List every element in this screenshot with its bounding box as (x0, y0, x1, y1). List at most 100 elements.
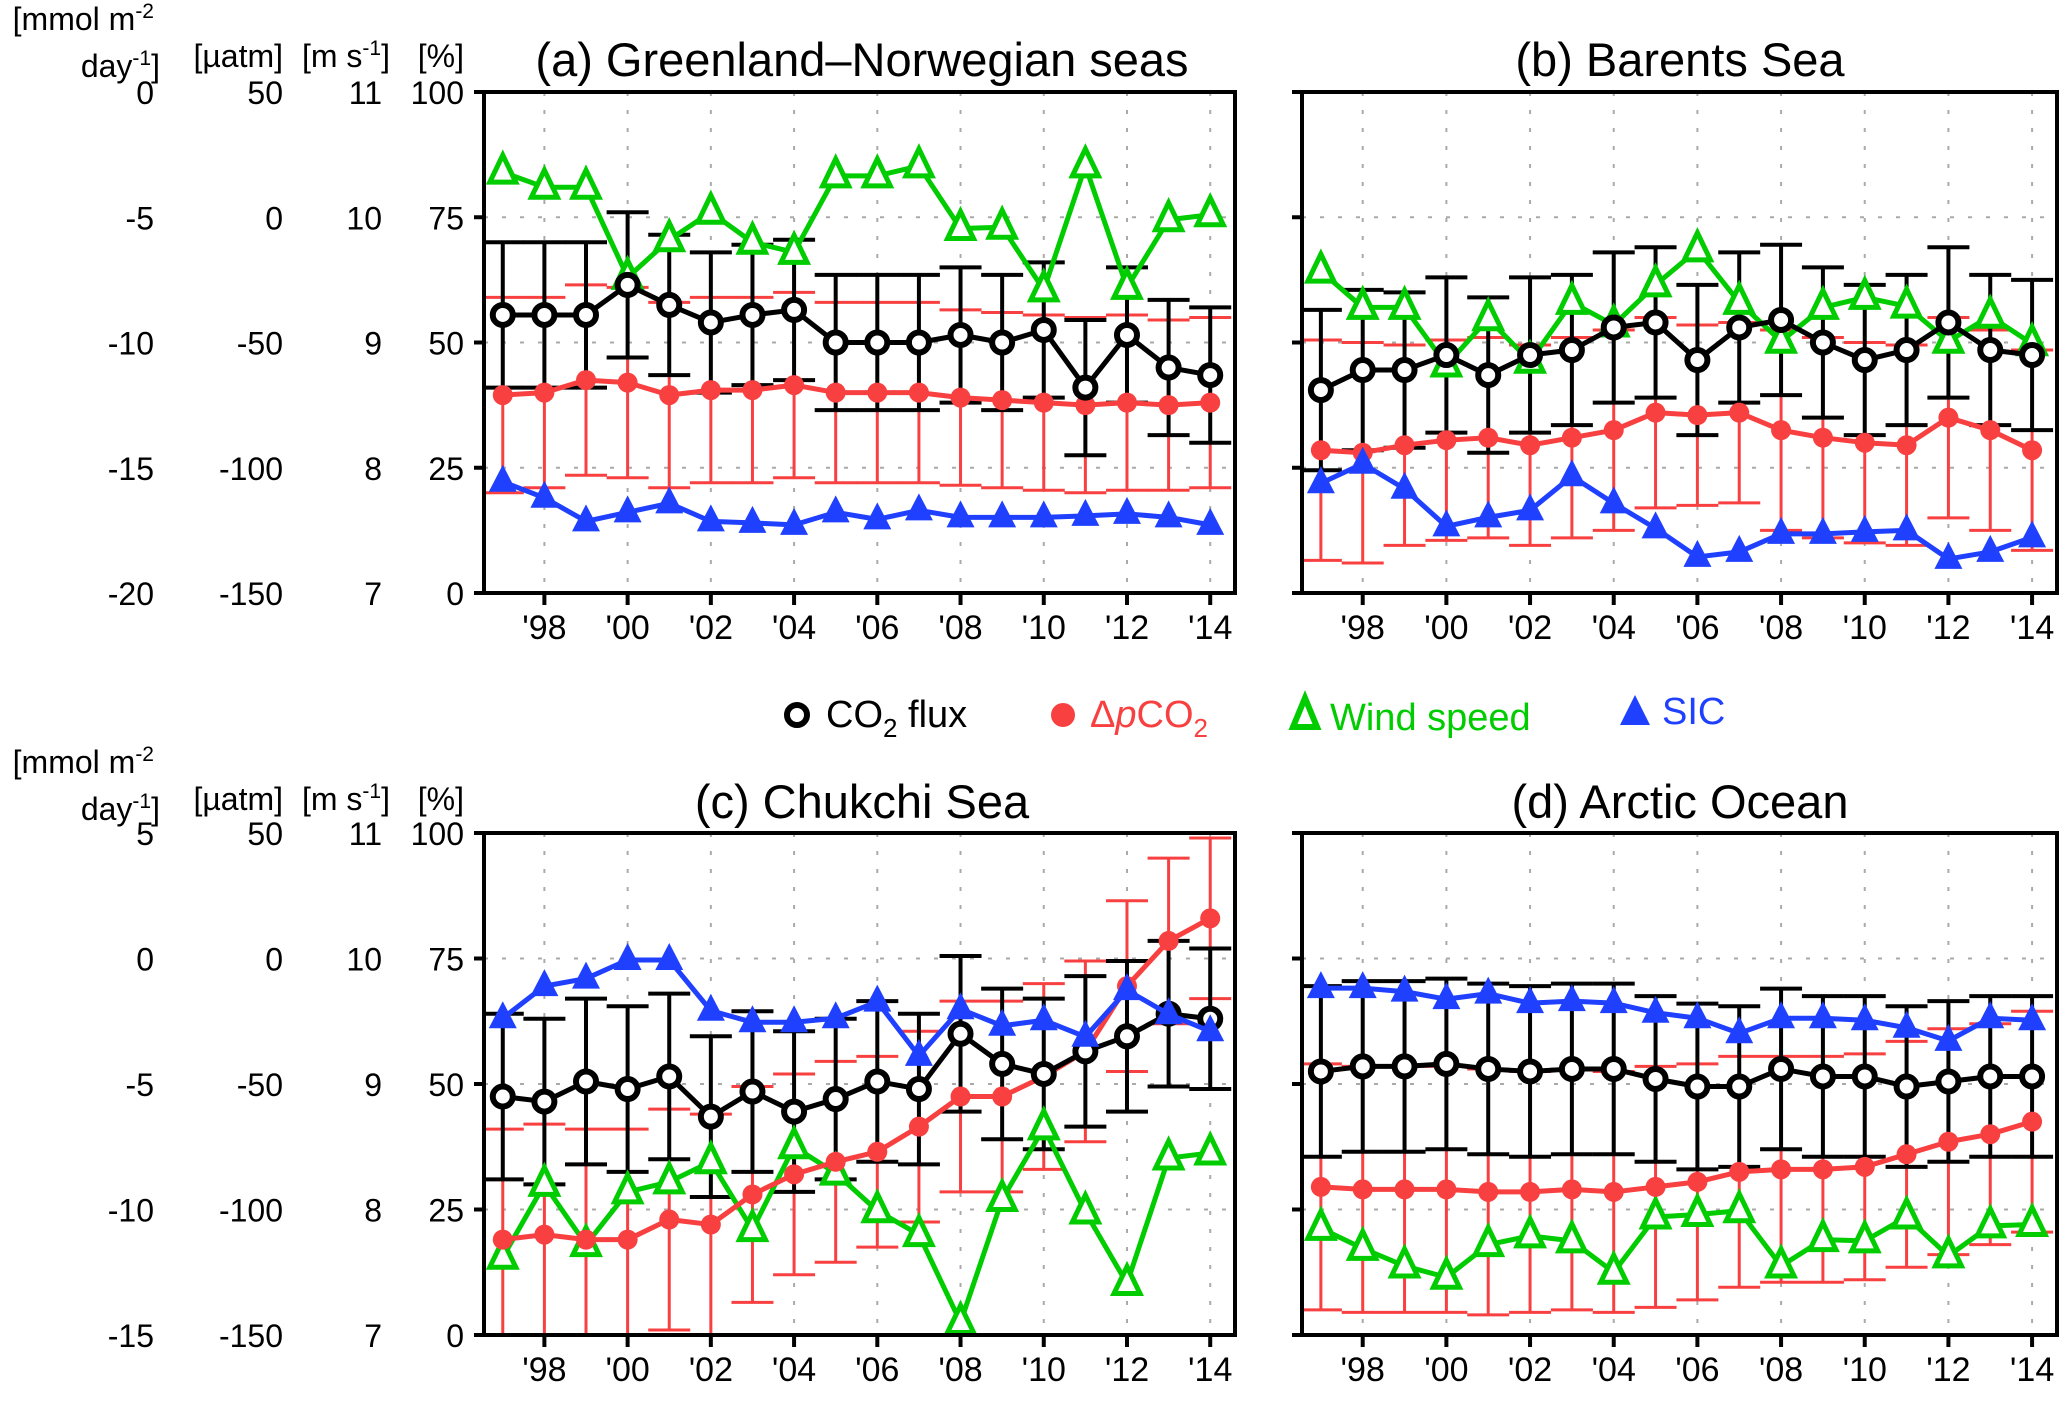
co2-flux-point (1600, 314, 1627, 341)
co2-flux-point (1433, 1050, 1460, 1077)
x-tick-label: '06 (855, 609, 899, 647)
wind-unit-label: [m s-1] (302, 780, 390, 817)
wind-tick-label: 10 (346, 942, 382, 978)
sic-point (1154, 997, 1183, 1025)
sic-point (1474, 500, 1503, 528)
wind-speed-point (1847, 1218, 1882, 1254)
dpco2-tick-label: -150 (219, 576, 283, 612)
x-tick-label: '02 (689, 1351, 733, 1389)
wind-speed-point (1513, 1213, 1548, 1249)
x-tick-label: '12 (1105, 609, 1149, 647)
dpco2-point (1896, 1144, 1917, 1165)
wind-speed-point (1068, 143, 1103, 179)
legend-item-wind: Wind speed (1288, 690, 1531, 739)
sic-unit-label: [%] (418, 781, 464, 817)
wind-speed-point (735, 1206, 770, 1243)
wind-speed-point (1193, 1130, 1228, 1166)
sic-point (1112, 496, 1141, 524)
x-tick-label: '06 (1675, 1351, 1719, 1389)
wind-tick-label: 10 (346, 200, 382, 236)
sic-point (780, 507, 809, 535)
x-tick-label: '14 (2010, 1351, 2054, 1389)
dpco2-point (1938, 1131, 1959, 1152)
flux-unit-label-line2: day-1] (81, 790, 160, 827)
dpco2-point (576, 1229, 597, 1250)
wind-speed-point (943, 1299, 978, 1335)
dpco2-point (1310, 440, 1331, 461)
co2-flux-point (1391, 1053, 1418, 1080)
x-tick-label: '10 (1022, 609, 1066, 647)
dpco2-point (992, 1086, 1013, 1107)
co2-flux-point (1726, 314, 1753, 341)
co2-flux-point (1935, 309, 1962, 336)
wind-speed-point (1931, 1233, 1966, 1269)
co2-flux-point (656, 291, 683, 318)
co2-flux-point (1851, 1063, 1878, 1090)
sic-point (1976, 1001, 2005, 1029)
co2-flux-point (1726, 1073, 1753, 1100)
dpco2-point (1980, 1124, 2001, 1145)
sic-point (1071, 498, 1100, 526)
co2-flux-point (2019, 1063, 2046, 1090)
wind-tick-label: 8 (364, 451, 382, 487)
x-tick-label: '04 (772, 609, 816, 647)
axis-units-row2: [mmol m-2 day-1] [µatm] [m s-1] [%] (13, 743, 464, 827)
wind-speed-point (1722, 1187, 1757, 1224)
dpco2-point (1645, 1176, 1666, 1197)
sic-point (696, 993, 725, 1021)
co2-flux-point (1809, 1063, 1836, 1090)
dpco2-point (992, 390, 1013, 411)
wind-speed-point (985, 1176, 1020, 1212)
co2-flux-point (1307, 377, 1334, 404)
co2-flux-tick-label: -10 (108, 326, 154, 362)
co2-flux-point (739, 1078, 766, 1105)
dpco2-point (1854, 432, 1875, 453)
x-tick-label: '10 (1843, 609, 1887, 647)
sic-point (488, 464, 517, 492)
sic-tick-label: 50 (428, 326, 464, 362)
dpco2-point (908, 1116, 929, 1137)
wind-tick-label: 8 (364, 1193, 382, 1229)
co2-flux-point (573, 301, 600, 328)
sic-tick-label: 100 (411, 75, 464, 111)
co2-flux-point (489, 301, 516, 328)
flux-unit-label: [mmol m-2 (13, 743, 154, 780)
sic-point (1683, 539, 1712, 567)
x-tick-label: '02 (689, 609, 733, 647)
plot-area (1302, 227, 2054, 569)
wind-speed-point (1110, 264, 1144, 300)
co2-flux-point (1977, 337, 2004, 364)
dpco2-point (950, 1086, 971, 1107)
co2-flux-point (1809, 329, 1836, 356)
legend: CO2 flux ΔpCO2 Wind speed SIC (784, 690, 1725, 743)
co2-flux-point (864, 329, 891, 356)
wind-speed-point (1931, 318, 1966, 354)
sic-tick-label: 50 (428, 1067, 464, 1103)
sic-point (655, 943, 684, 971)
co2-flux-tick-label: -15 (108, 451, 154, 487)
wind-speed-point (901, 143, 936, 179)
wind-tick-label: 7 (364, 576, 382, 612)
wind-tick-label: 11 (349, 816, 382, 852)
dpco2-point (1603, 420, 1624, 441)
x-tick-label: '98 (1341, 1351, 1385, 1389)
wind-speed-point (1471, 295, 1506, 332)
sic-point (1029, 500, 1058, 528)
wind-speed-point (527, 1161, 562, 1197)
co2-flux-point (1684, 1073, 1711, 1100)
sic-point (904, 1038, 933, 1066)
co2-flux-tick-label: -5 (126, 1067, 154, 1103)
co2-flux-point (1433, 342, 1460, 369)
sic-point (1474, 976, 1503, 1004)
plot-area (484, 143, 1232, 535)
sic-point (1432, 509, 1461, 537)
x-tick-label: '00 (605, 609, 649, 647)
wind-speed-point (1303, 248, 1338, 284)
wind-speed-point (1387, 284, 1422, 320)
co2-flux-point (1893, 337, 1920, 364)
dpco2-point (1854, 1156, 1875, 1177)
sic-point (1348, 971, 1377, 999)
co2-flux-point (614, 271, 641, 298)
wind-tick-label: 7 (364, 1318, 382, 1354)
x-tick-label: '10 (1022, 1351, 1066, 1389)
